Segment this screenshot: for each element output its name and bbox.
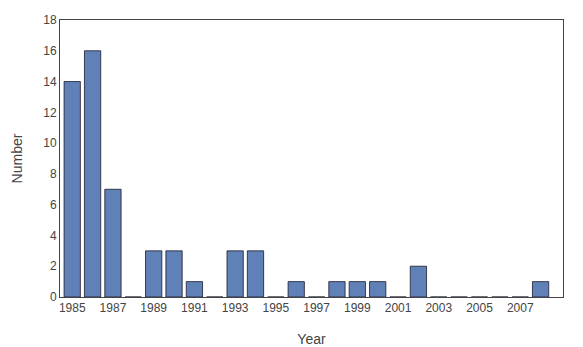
svg-text:2007: 2007 xyxy=(507,301,534,315)
svg-text:2005: 2005 xyxy=(466,301,493,315)
svg-text:10: 10 xyxy=(43,136,57,150)
svg-text:1987: 1987 xyxy=(100,301,127,315)
svg-text:1997: 1997 xyxy=(303,301,330,315)
svg-text:1993: 1993 xyxy=(222,301,249,315)
svg-text:1999: 1999 xyxy=(344,301,371,315)
svg-text:1995: 1995 xyxy=(263,301,290,315)
svg-text:8: 8 xyxy=(50,167,57,181)
svg-text:Year: Year xyxy=(297,331,326,347)
svg-text:2003: 2003 xyxy=(425,301,452,315)
svg-text:4: 4 xyxy=(50,229,57,243)
svg-text:16: 16 xyxy=(43,44,57,58)
svg-text:Number: Number xyxy=(9,133,25,183)
svg-text:12: 12 xyxy=(43,106,57,120)
svg-text:2001: 2001 xyxy=(385,301,412,315)
svg-text:1989: 1989 xyxy=(140,301,167,315)
svg-text:0: 0 xyxy=(50,290,57,304)
svg-text:14: 14 xyxy=(43,75,57,89)
svg-text:1991: 1991 xyxy=(181,301,208,315)
svg-text:1985: 1985 xyxy=(59,301,86,315)
svg-text:6: 6 xyxy=(50,198,57,212)
svg-text:2: 2 xyxy=(50,259,57,273)
svg-text:18: 18 xyxy=(43,13,57,27)
